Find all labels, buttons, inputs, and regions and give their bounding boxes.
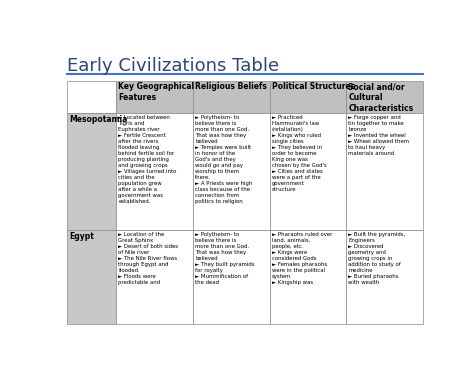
Bar xyxy=(116,81,193,113)
Bar xyxy=(270,230,346,324)
Bar xyxy=(346,230,423,324)
Bar xyxy=(66,81,116,113)
Text: ► Built the pyramids,
Engineers
► Discovered
geometry and
growing crops in
addit: ► Built the pyramids, Engineers ► Discov… xyxy=(348,232,406,285)
Bar xyxy=(193,230,270,324)
Bar xyxy=(193,113,270,230)
Text: ► Location of the
Great Sphinx
► Desert of both sides
of Nile river
► The Nile R: ► Location of the Great Sphinx ► Desert … xyxy=(118,232,178,285)
Text: Political Structures: Political Structures xyxy=(272,82,355,91)
Text: ► Polytheism- to
believe there is
more than one God.
That was how they
believed
: ► Polytheism- to believe there is more t… xyxy=(195,115,253,203)
Text: Early Civilizations Table: Early Civilizations Table xyxy=(66,57,279,75)
Text: Mesopotamia: Mesopotamia xyxy=(69,115,127,124)
Bar xyxy=(346,81,423,113)
Bar xyxy=(66,113,116,230)
Bar xyxy=(193,81,270,113)
Text: Egypt: Egypt xyxy=(69,232,94,240)
Text: ► Practiced
Hammurabi's law
(retaliation)
► Kings who ruled
single cities
► They: ► Practiced Hammurabi's law (retaliation… xyxy=(272,115,327,192)
Bar xyxy=(346,113,423,230)
Text: Key Geographical
Features: Key Geographical Features xyxy=(118,82,194,102)
Bar xyxy=(270,113,346,230)
Bar xyxy=(116,113,193,230)
Bar xyxy=(116,230,193,324)
Text: ► Forge copper and
tin together to make
bronze
► Invented the wheel
► Wheel allo: ► Forge copper and tin together to make … xyxy=(348,115,410,156)
Text: ► Polytheism- to
believe there is
more than one God.
That was how they
believed
: ► Polytheism- to believe there is more t… xyxy=(195,232,255,285)
Text: Religious Beliefs: Religious Beliefs xyxy=(195,82,267,91)
Bar xyxy=(270,81,346,113)
Text: Social and/or
Cultural
Characteristics: Social and/or Cultural Characteristics xyxy=(348,82,414,113)
Bar xyxy=(66,230,116,324)
Text: ► Located between
Tigris and
Euphrates river
► Fertile Crescent
after the rivers: ► Located between Tigris and Euphrates r… xyxy=(118,115,177,203)
Text: ► Pharaohs ruled over
land, animals,
people, etc.
► Kings were
considered Gods
►: ► Pharaohs ruled over land, animals, peo… xyxy=(272,232,332,285)
